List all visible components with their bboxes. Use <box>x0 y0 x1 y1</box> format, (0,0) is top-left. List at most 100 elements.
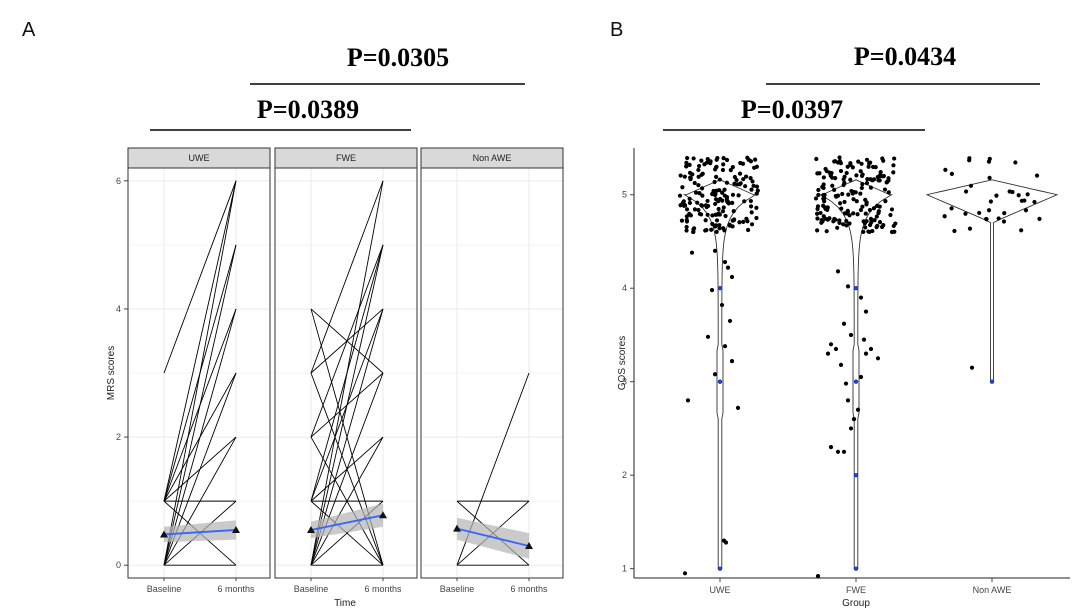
data-point <box>730 165 735 170</box>
data-point <box>695 200 700 205</box>
data-point <box>751 183 756 188</box>
data-point <box>721 205 726 210</box>
y-axis-title: MRS scores <box>106 346 117 400</box>
data-point <box>850 165 855 170</box>
data-point <box>994 193 999 198</box>
data-point <box>835 449 841 454</box>
data-point <box>741 177 746 182</box>
data-point <box>835 160 841 165</box>
data-point <box>696 207 701 213</box>
data-point <box>692 207 698 212</box>
data-point <box>1002 210 1007 216</box>
data-point <box>714 174 719 179</box>
data-point <box>1013 160 1018 165</box>
data-point <box>863 211 868 216</box>
data-point <box>696 163 702 169</box>
data-point <box>859 161 864 166</box>
data-point <box>842 180 847 186</box>
data-point <box>858 207 864 213</box>
data-point <box>831 219 836 224</box>
data-point <box>681 203 687 208</box>
data-point <box>738 160 743 166</box>
data-point <box>876 209 881 214</box>
data-point <box>721 156 726 161</box>
data-point <box>828 445 834 450</box>
violin-outline <box>818 179 894 570</box>
y-tick-label: 3 <box>622 377 627 387</box>
data-point <box>1016 193 1021 198</box>
data-point <box>963 211 968 216</box>
data-point <box>833 176 838 181</box>
data-point <box>825 207 830 213</box>
x-tick-label: UWE <box>710 585 731 595</box>
data-point <box>858 169 863 174</box>
data-point <box>705 212 710 217</box>
data-point <box>708 161 713 166</box>
data-point <box>830 183 835 188</box>
data-point <box>743 184 748 189</box>
data-point <box>843 381 849 386</box>
data-point <box>754 205 759 210</box>
data-point <box>963 189 969 194</box>
facet-border <box>420 167 564 579</box>
y-tick-label: 0 <box>116 560 121 570</box>
data-point <box>835 225 840 230</box>
facet-uwe: UWE Baseline 6 months <box>127 147 271 594</box>
data-point <box>754 184 760 189</box>
median-marker <box>717 566 723 571</box>
data-point <box>704 204 709 210</box>
data-point <box>858 374 864 380</box>
data-point <box>815 204 821 209</box>
data-point <box>688 177 693 182</box>
data-point <box>703 218 708 223</box>
trend-line <box>456 527 530 547</box>
median-marker <box>853 286 859 291</box>
data-point <box>705 156 710 162</box>
data-point <box>861 337 867 342</box>
confidence-ribbon <box>457 517 529 559</box>
data-point <box>943 167 948 172</box>
data-point <box>735 182 740 187</box>
data-point <box>814 156 819 162</box>
data-point <box>892 229 897 234</box>
data-point <box>832 159 837 164</box>
subject-line <box>163 180 237 502</box>
data-point <box>977 210 982 216</box>
data-point <box>727 318 733 324</box>
data-point <box>1032 199 1037 205</box>
data-point <box>722 259 728 265</box>
data-point <box>886 176 891 181</box>
data-point <box>678 173 683 178</box>
data-point <box>988 199 993 204</box>
data-point <box>827 216 832 221</box>
y-tick-label: 2 <box>622 470 627 480</box>
data-point <box>821 193 826 198</box>
data-point <box>713 201 718 207</box>
median-marker <box>853 379 859 384</box>
p-value-a-2: P=0.0305 <box>347 43 449 72</box>
data-point <box>727 222 732 227</box>
data-point <box>884 180 889 185</box>
data-point <box>717 226 722 231</box>
data-point <box>875 174 880 180</box>
data-point <box>819 220 824 225</box>
y-tick-label: 4 <box>116 304 121 314</box>
data-point <box>699 203 705 208</box>
data-point <box>987 175 992 181</box>
data-point <box>719 302 725 308</box>
data-point <box>854 173 859 178</box>
mean-marker <box>453 524 461 532</box>
data-point <box>825 351 831 356</box>
data-point <box>684 214 689 219</box>
data-point <box>882 187 888 192</box>
data-point <box>704 227 709 233</box>
data-point <box>718 196 723 202</box>
subject-line <box>310 308 384 374</box>
data-point <box>833 346 839 352</box>
data-point <box>723 213 728 219</box>
data-point <box>869 220 874 225</box>
data-point <box>813 196 819 201</box>
data-point <box>837 218 842 223</box>
data-point <box>860 204 865 209</box>
data-point <box>705 334 711 339</box>
